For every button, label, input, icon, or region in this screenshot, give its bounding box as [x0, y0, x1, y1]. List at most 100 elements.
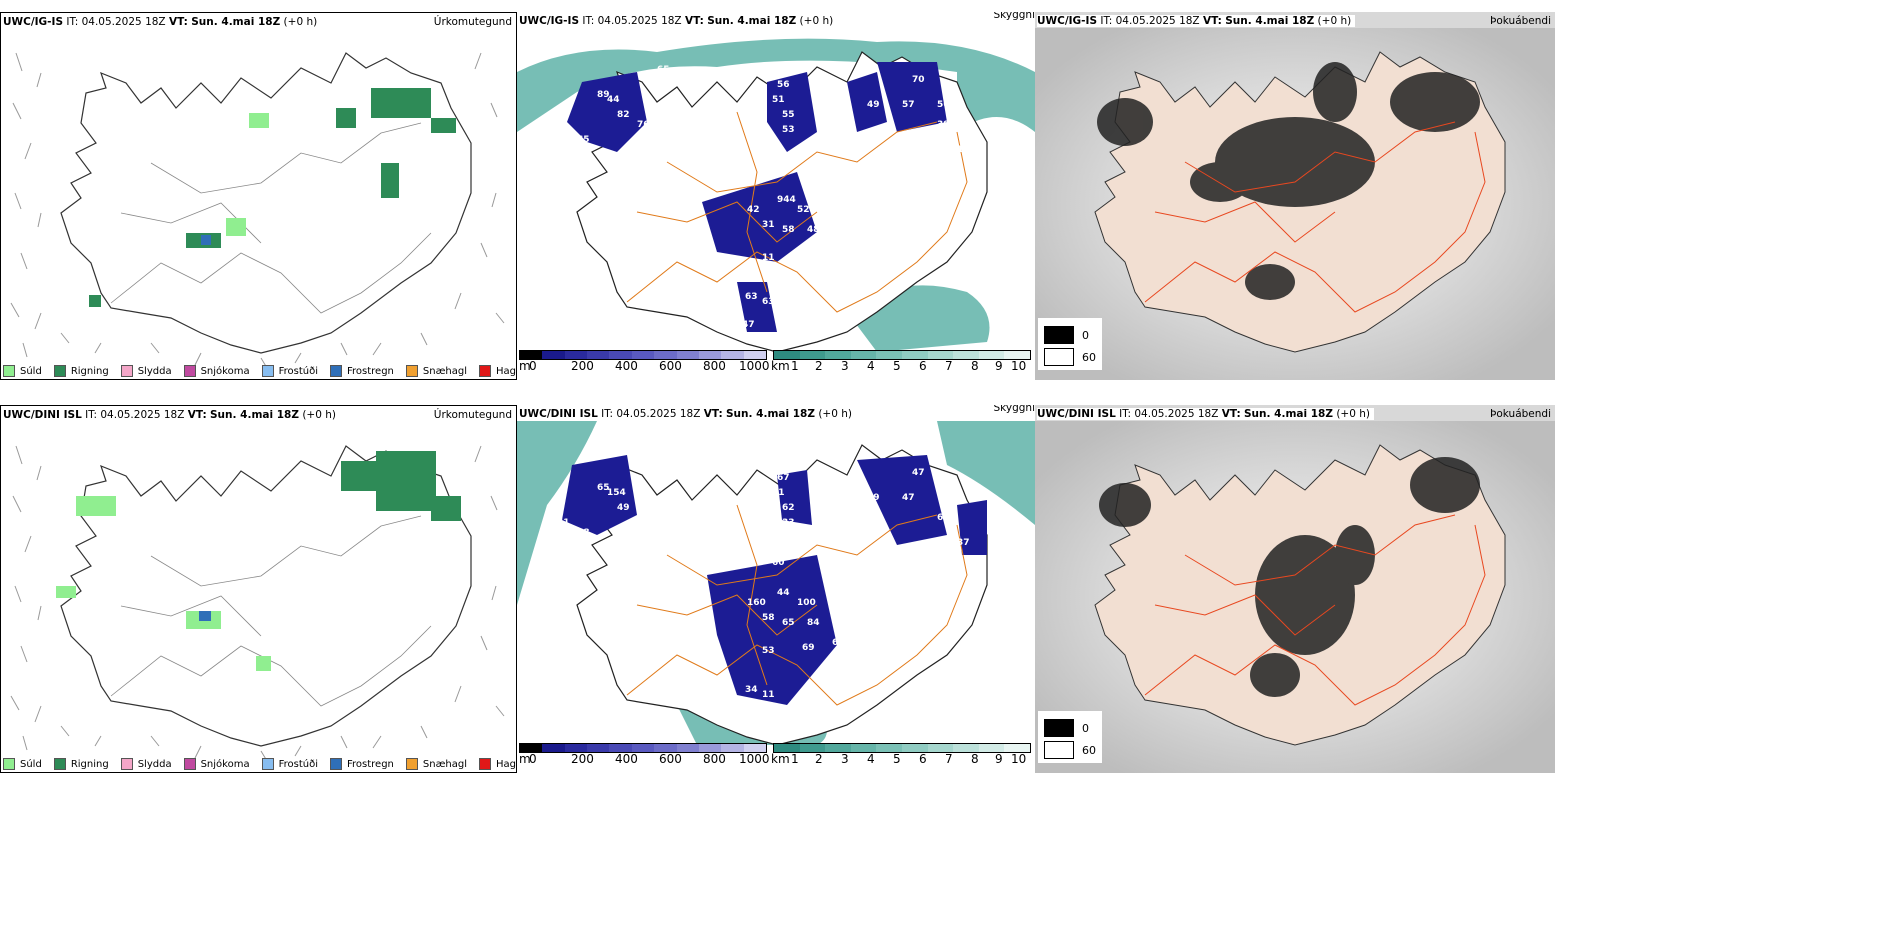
panel-title: Þokuábendi [1490, 15, 1551, 27]
colorbar-segment [631, 744, 655, 752]
legend-item: Rigning [53, 758, 109, 770]
ceiling-value-label: 37 [957, 538, 970, 548]
vt-value: Sun. 4.mai 18Z [726, 408, 815, 420]
tick: 1000 [739, 752, 770, 766]
ceiling-value-label: 65 [657, 65, 670, 75]
ceiling-areas [567, 62, 947, 332]
offset: (+0 h) [1317, 15, 1352, 27]
it-value: 04.05.2025 18Z [1115, 15, 1200, 27]
tick: 5 [893, 752, 901, 766]
wind-barbs [10, 52, 505, 369]
ceiling-value-label: 12 [832, 245, 845, 255]
fog-map [1035, 421, 1555, 773]
ceiling-value-label: 65 [597, 483, 610, 493]
fog-legend-value: 0 [1082, 328, 1089, 342]
colorbar-segment [978, 351, 1005, 359]
ocean-fog [517, 421, 597, 605]
tick: 8 [971, 359, 979, 373]
it-label: IT: [582, 15, 595, 27]
visibility-colorbar: km 1 2 3 4 5 6 7 8 9 10 [771, 350, 1035, 380]
vt-value: Sun. 4.mai 18Z [707, 15, 797, 27]
ocean-fog-east [937, 421, 1035, 525]
fog-legend-swatch-60 [1044, 741, 1074, 759]
legend-swatch [53, 365, 66, 377]
tick: 10 [1011, 359, 1027, 373]
legend-label: Frostregn [347, 365, 394, 377]
offset: (+0 h) [283, 16, 318, 28]
panel-title: Skyggni [993, 12, 1036, 21]
legend-label: Frostúði [278, 365, 318, 377]
ceiling-value-label: 60 [772, 558, 785, 568]
ceiling-value-label: 54 [787, 543, 800, 553]
ceiling-value-label: 42 [747, 205, 760, 215]
roads [626, 111, 968, 313]
legend-item: Snæhagl [405, 365, 467, 377]
ceiling-value-label: 59 [867, 493, 880, 503]
ceiling-value-label: 50 [657, 458, 670, 468]
ceiling-value-label: 38 [707, 155, 720, 165]
tick: 4 [867, 752, 875, 766]
vis-unit: km [771, 752, 790, 766]
colorbar-segment [520, 744, 543, 752]
colorbar-segment [609, 744, 632, 752]
precip-map [10, 445, 505, 762]
ceiling-value-label: 55 [782, 110, 795, 120]
legend-item: Snæhagl [405, 758, 467, 770]
ceiling-value-label: 66 [937, 513, 950, 523]
ceiling-value-label: 58 [762, 613, 775, 623]
model-name: UWC/DINI ISL [3, 409, 82, 421]
colorbar-segment [609, 351, 632, 359]
tick: 600 [659, 359, 682, 373]
fog-panel-top: UWC/IG-IS IT: 04.05.2025 18Z VT: Sun. 4.… [1035, 12, 1555, 380]
colorbar-segment [654, 744, 677, 752]
ceiling-unit: m [519, 752, 531, 766]
ceiling-value-label: 60 [702, 633, 715, 643]
ceiling-value-label: 44 [777, 588, 790, 598]
ceiling-value-label: 56 [777, 80, 790, 90]
ceiling-value-label: 11 [762, 690, 775, 700]
ceiling-value-label: 65 [772, 165, 785, 175]
it-value: 04.05.2025 18Z [1134, 408, 1219, 420]
ceiling-value-label: 61 [772, 488, 785, 498]
colorbar-segment [587, 351, 610, 359]
model-name: UWC/IG-IS [519, 15, 580, 27]
ceiling-value-label: 67 [832, 638, 845, 648]
tick: 1 [791, 359, 799, 373]
ceiling-value-label: 47 [787, 150, 800, 160]
ceiling-value-label: 31 [762, 220, 775, 230]
it-value: 04.05.2025 18Z [597, 15, 682, 27]
tick: 3 [841, 752, 849, 766]
precip-areas [89, 88, 456, 307]
precip-map [10, 52, 505, 369]
ceiling-value-label: 154 [607, 488, 626, 498]
vt-label: VT: [1202, 15, 1222, 27]
fog-legend: 0 60 [1038, 318, 1102, 370]
colorbar-segment [927, 744, 954, 752]
legend-swatch [330, 758, 342, 770]
legend-swatch [3, 365, 15, 377]
it-label: IT: [66, 16, 79, 28]
colorbar-segment [850, 351, 877, 359]
panel-header: UWC/DINI ISL IT: 04.05.2025 18Z VT: Sun.… [3, 409, 336, 421]
vis-unit: km [771, 359, 790, 373]
tick: 7 [945, 359, 953, 373]
ceiling-colorbar: m 0 200 400 600 800 1000 [517, 350, 770, 380]
legend-item: Frostúði [261, 758, 318, 770]
tick: 1000 [739, 359, 770, 373]
tick: 10 [1011, 752, 1027, 766]
colorbar-segment [564, 351, 588, 359]
ceiling-value-label: 89 [557, 125, 570, 135]
fog-areas [1099, 457, 1480, 697]
it-value: 04.05.2025 18Z [616, 408, 701, 420]
legend-swatch [120, 758, 133, 770]
precip-areas [56, 451, 461, 671]
tick: 400 [615, 359, 638, 373]
colorbar-segment [1004, 351, 1030, 359]
fog-panel-bottom: UWC/DINI ISL IT: 04.05.2025 18Z VT: Sun.… [1035, 405, 1555, 773]
panel-header: UWC/DINI ISL IT: 04.05.2025 18Z VT: Sun.… [1037, 408, 1374, 420]
ceiling-value-label: 56 [937, 100, 950, 110]
legend-label: Snjókoma [200, 758, 250, 770]
ceiling-value-label: 55 [637, 513, 650, 523]
ceiling-value-label: 57 [902, 100, 915, 110]
